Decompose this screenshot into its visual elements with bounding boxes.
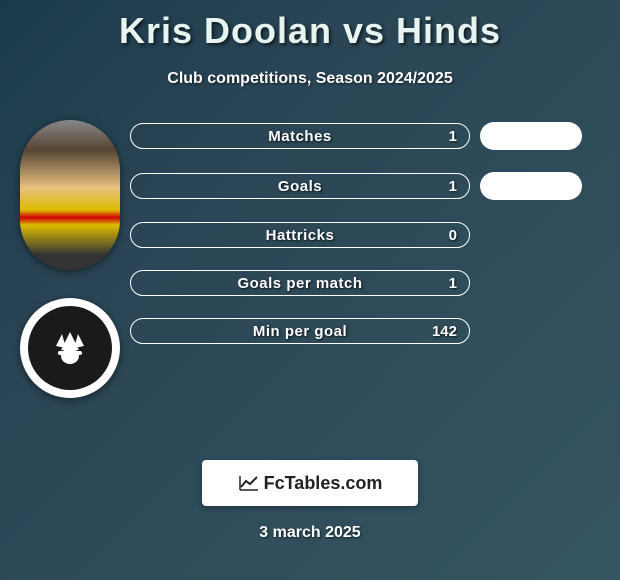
- club-badge-inner: [28, 306, 112, 390]
- stat-label: Matches: [268, 128, 332, 145]
- stat-value-left: 1: [449, 128, 457, 145]
- stat-row-matches: Matches 1: [130, 122, 610, 150]
- stat-pill-left: Goals 1: [130, 173, 470, 199]
- thistle-icon: [48, 326, 92, 370]
- stat-value-left: 1: [449, 178, 457, 195]
- left-column: [10, 118, 130, 398]
- player-photo: [20, 120, 120, 270]
- stat-pill-left: Goals per match 1: [130, 270, 470, 296]
- chart-icon: [238, 474, 260, 492]
- page-title: Kris Doolan vs Hinds: [0, 0, 620, 52]
- stat-value-left: 142: [432, 323, 457, 340]
- brand-text: FcTables.com: [264, 473, 383, 494]
- page-subtitle: Club competitions, Season 2024/2025: [0, 70, 620, 88]
- date-text: 3 march 2025: [0, 524, 620, 542]
- stat-pill-right: [480, 122, 582, 150]
- stat-row-goals: Goals 1: [130, 172, 610, 200]
- content-area: Matches 1 Goals 1 Hattricks 0 Goals per …: [0, 118, 620, 398]
- stat-row-hattricks: Hattricks 0: [130, 222, 610, 248]
- stat-label: Goals per match: [237, 275, 362, 292]
- stat-label: Hattricks: [266, 227, 335, 244]
- stat-value-left: 1: [449, 275, 457, 292]
- stat-value-left: 0: [449, 227, 457, 244]
- stat-pill-left: Matches 1: [130, 123, 470, 149]
- brand-logo: FcTables.com: [238, 473, 383, 494]
- club-badge: [20, 298, 120, 398]
- stat-row-gpm: Goals per match 1: [130, 270, 610, 296]
- brand-box: FcTables.com: [202, 460, 418, 506]
- stat-row-mpg: Min per goal 142: [130, 318, 610, 344]
- stat-label: Goals: [278, 178, 322, 195]
- stat-pill-left: Min per goal 142: [130, 318, 470, 344]
- stat-pill-right: [480, 172, 582, 200]
- stat-pill-left: Hattricks 0: [130, 222, 470, 248]
- stat-label: Min per goal: [253, 323, 347, 340]
- stats-list: Matches 1 Goals 1 Hattricks 0 Goals per …: [130, 118, 610, 398]
